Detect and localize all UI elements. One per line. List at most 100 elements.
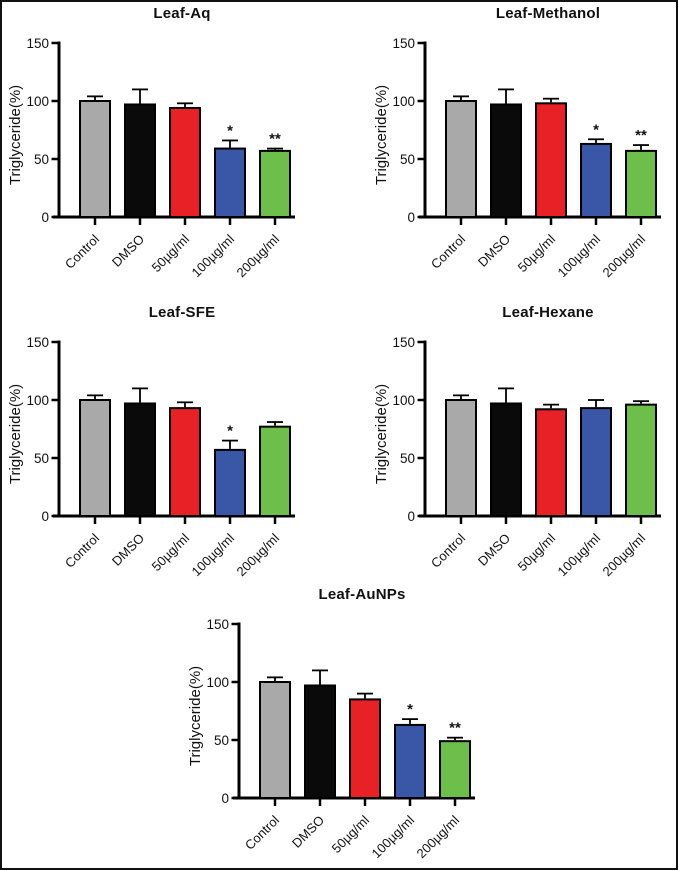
x-tick-label-control: Control <box>62 231 102 271</box>
bar-chart-leaf-methanol: 0 50 100 150 Triglyceride(%) Control DMSO 50µg/… <box>373 36 661 280</box>
y-tick-label-150: 150 <box>26 335 49 350</box>
chart-panel-leaf-aunps: Leaf-AuNPs 0 50 100 150 Triglyceride(%) Contr… <box>187 584 517 868</box>
x-tick-label-control: Control <box>428 231 468 271</box>
y-tick-label-0: 0 <box>221 791 229 806</box>
bar-50-g-ml <box>169 407 201 517</box>
bar-chart-leaf-aunps: 0 50 100 150 Triglyceride(%) Control DMSO 50µg/… <box>187 617 475 861</box>
bar-dmso <box>124 402 156 517</box>
x-tick-label-control: Control <box>242 812 282 852</box>
y-axis-label: Triglyceride(%) <box>373 384 390 484</box>
x-tick-label-50-g-ml: 50µg/ml <box>329 812 373 856</box>
x-tick-label-50-g-ml: 50µg/ml <box>515 530 559 574</box>
x-tick-label-200-g-ml: 200µg/ml <box>234 231 283 280</box>
x-tick-label-200-g-ml: 200µg/ml <box>414 812 463 861</box>
x-tick-label-100-g-ml: 100µg/ml <box>555 231 604 280</box>
y-tick-label-50: 50 <box>214 733 229 748</box>
x-tick-label-100-g-ml: 100µg/ml <box>369 812 418 861</box>
x-tick-label-100-g-ml: 100µg/ml <box>189 231 238 280</box>
y-tick-label-0: 0 <box>407 210 415 225</box>
x-tick-label-dmso: DMSO <box>289 813 327 851</box>
chart-title-leaf-methanol: Leaf-Methanol <box>495 5 601 22</box>
chart-title-leaf-sfe: Leaf-SFE <box>148 304 216 321</box>
bar-chart-leaf-sfe: 0 50 100 150 Triglyceride(%) Control DMSO 50µg/… <box>7 335 295 579</box>
y-axis-label: Triglyceride(%) <box>187 666 204 766</box>
x-tick-label-dmso: DMSO <box>109 232 147 270</box>
y-tick-label-50: 50 <box>34 152 49 167</box>
bar-chart-leaf-hexane: 0 50 100 150 Triglyceride(%) Control DMSO 50µg/… <box>373 335 661 579</box>
y-tick-label-50: 50 <box>400 152 415 167</box>
chart-panel-leaf-sfe: Leaf-SFE 0 50 100 150 Triglyceride(%) Control… <box>7 302 337 590</box>
bar-200-g-ml <box>625 149 657 218</box>
y-tick-label-50: 50 <box>34 451 49 466</box>
chart-plot-leaf-hexane: 0 50 100 150 Triglyceride(%) Control DMSO 50µg/… <box>373 324 676 590</box>
bar-control <box>79 399 111 517</box>
chart-panel-leaf-aq: Leaf-Aq 0 50 100 150 Triglyceride(%) Control D… <box>7 3 337 291</box>
bar-50-g-ml <box>169 106 201 218</box>
x-tick-label-200-g-ml: 200µg/ml <box>234 530 283 579</box>
chart-panel-leaf-hexane: Leaf-Hexane 0 50 100 150 Triglyceride(%) Cont… <box>373 302 676 590</box>
bar-200-g-ml <box>625 403 657 517</box>
bar-50-g-ml <box>535 408 567 517</box>
significance-200-g-ml: ** <box>635 127 647 144</box>
bar-200-g-ml <box>439 740 471 800</box>
chart-plot-leaf-aq: 0 50 100 150 Triglyceride(%) Control DMSO 50µg/… <box>7 25 337 291</box>
significance-200-g-ml: ** <box>449 720 461 737</box>
x-tick-label-50-g-ml: 50µg/ml <box>149 530 193 574</box>
chart-title-leaf-aunps: Leaf-AuNPs <box>318 586 406 603</box>
y-tick-label-150: 150 <box>392 36 415 51</box>
significance-100-g-ml: * <box>593 121 599 138</box>
y-axis-label: Triglyceride(%) <box>373 85 390 185</box>
significance-100-g-ml: * <box>407 701 413 718</box>
y-axis-label: Triglyceride(%) <box>7 384 24 484</box>
y-tick-label-100: 100 <box>206 675 229 690</box>
x-tick-label-50-g-ml: 50µg/ml <box>149 231 193 275</box>
significance-100-g-ml: * <box>227 122 233 139</box>
y-tick-label-100: 100 <box>392 393 415 408</box>
x-tick-label-50-g-ml: 50µg/ml <box>515 231 559 275</box>
y-tick-label-100: 100 <box>26 94 49 109</box>
bar-control <box>445 399 477 517</box>
bar-control <box>445 100 477 218</box>
bar-dmso <box>304 684 336 799</box>
x-tick-label-dmso: DMSO <box>109 531 147 569</box>
y-tick-label-150: 150 <box>392 335 415 350</box>
chart-plot-leaf-sfe: 0 50 100 150 Triglyceride(%) Control DMSO 50µg/… <box>7 324 337 590</box>
y-tick-label-150: 150 <box>26 36 49 51</box>
bar-control <box>79 100 111 218</box>
y-axis-label: Triglyceride(%) <box>7 85 24 185</box>
chart-panel-leaf-methanol: Leaf-Methanol 0 50 100 150 Triglyceride(%) Co… <box>373 3 676 291</box>
bar-dmso <box>124 103 156 218</box>
bar-200-g-ml <box>259 425 291 517</box>
x-tick-label-dmso: DMSO <box>475 232 513 270</box>
chart-title-leaf-aq: Leaf-Aq <box>153 5 211 22</box>
bar-dmso <box>490 402 522 517</box>
significance-200-g-ml: ** <box>269 131 281 148</box>
y-tick-label-0: 0 <box>41 210 49 225</box>
bar-50-g-ml <box>535 102 567 218</box>
significance-100-g-ml: * <box>227 423 233 440</box>
x-tick-label-200-g-ml: 200µg/ml <box>600 231 649 280</box>
chart-plot-leaf-aunps: 0 50 100 150 Triglyceride(%) Control DMSO 50µg/… <box>187 606 517 868</box>
x-tick-label-dmso: DMSO <box>475 531 513 569</box>
y-tick-label-0: 0 <box>407 509 415 524</box>
chart-plot-leaf-methanol: 0 50 100 150 Triglyceride(%) Control DMSO 50µg/… <box>373 25 676 291</box>
y-tick-label-0: 0 <box>41 509 49 524</box>
y-tick-label-150: 150 <box>206 617 229 632</box>
bar-100-g-ml <box>394 723 426 799</box>
x-tick-label-control: Control <box>62 530 102 570</box>
bar-100-g-ml <box>580 142 612 218</box>
chart-title-leaf-hexane: Leaf-Hexane <box>502 304 594 321</box>
x-tick-label-100-g-ml: 100µg/ml <box>189 530 238 579</box>
bar-50-g-ml <box>349 698 381 799</box>
x-tick-label-100-g-ml: 100µg/ml <box>555 530 604 579</box>
bar-100-g-ml <box>214 147 246 218</box>
bar-dmso <box>490 103 522 218</box>
bar-100-g-ml <box>580 407 612 517</box>
bar-control <box>259 681 291 799</box>
bar-200-g-ml <box>259 149 291 218</box>
y-tick-label-50: 50 <box>400 451 415 466</box>
x-tick-label-control: Control <box>428 530 468 570</box>
y-tick-label-100: 100 <box>392 94 415 109</box>
y-tick-label-100: 100 <box>26 393 49 408</box>
